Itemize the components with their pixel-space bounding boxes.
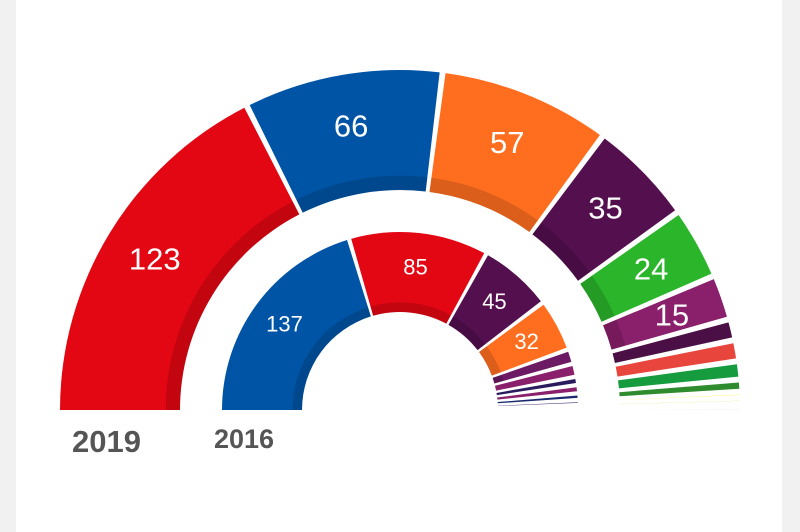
- seat-segment[interactable]: [494, 366, 575, 391]
- ring-2016: 137 85 45 32: [222, 232, 578, 410]
- segment-shade: [370, 302, 451, 324]
- seat-segment[interactable]: [532, 138, 676, 281]
- segment-shade: [296, 175, 428, 213]
- seat-segment[interactable]: [497, 387, 578, 400]
- segment-label: 35: [588, 191, 622, 226]
- seat-segment[interactable]: [497, 395, 578, 404]
- segment-shade: [492, 374, 504, 384]
- seat-segment[interactable]: [580, 215, 712, 322]
- seat-segment[interactable]: [618, 364, 739, 389]
- segment-shade: [479, 346, 501, 376]
- seat-segment[interactable]: [619, 394, 740, 401]
- ring-2019: 123 66 57 35 24 15: [60, 69, 740, 410]
- seat-segment[interactable]: [429, 73, 600, 233]
- seat-segment[interactable]: [603, 279, 727, 350]
- segment-shade: [165, 201, 300, 410]
- seat-segment[interactable]: [249, 69, 440, 213]
- segment-shade: [292, 307, 371, 410]
- seat-segment[interactable]: [448, 255, 541, 351]
- seat-segment[interactable]: [612, 322, 733, 364]
- segment-label: 24: [634, 251, 668, 286]
- segment-label: 32: [514, 329, 538, 354]
- seat-segment[interactable]: [497, 402, 578, 407]
- segment-shade: [448, 316, 486, 351]
- segment-label: 57: [490, 125, 524, 160]
- segment-label: 85: [403, 254, 427, 279]
- segment-label: 45: [482, 289, 506, 314]
- seat-segment[interactable]: [492, 351, 572, 384]
- segment-label: 66: [334, 109, 368, 144]
- seat-segment[interactable]: [60, 107, 300, 410]
- year-label-2019: 2019: [72, 424, 141, 459]
- year-label-2016: 2016: [214, 424, 275, 454]
- seat-segment[interactable]: [619, 382, 740, 397]
- segment-label: 137: [266, 311, 303, 336]
- seat-segment[interactable]: [619, 400, 740, 405]
- seat-segment[interactable]: [479, 304, 567, 376]
- segment-label: 123: [129, 241, 181, 276]
- seat-segment[interactable]: [351, 232, 485, 324]
- segment-shade: [580, 275, 615, 322]
- seat-segment[interactable]: [222, 240, 371, 410]
- segment-label: 15: [655, 297, 689, 332]
- segment-shade: [429, 177, 538, 233]
- seat-segment[interactable]: [496, 379, 576, 396]
- seat-segment[interactable]: [615, 343, 737, 377]
- segment-shade: [532, 222, 590, 281]
- segment-shade: [603, 319, 626, 350]
